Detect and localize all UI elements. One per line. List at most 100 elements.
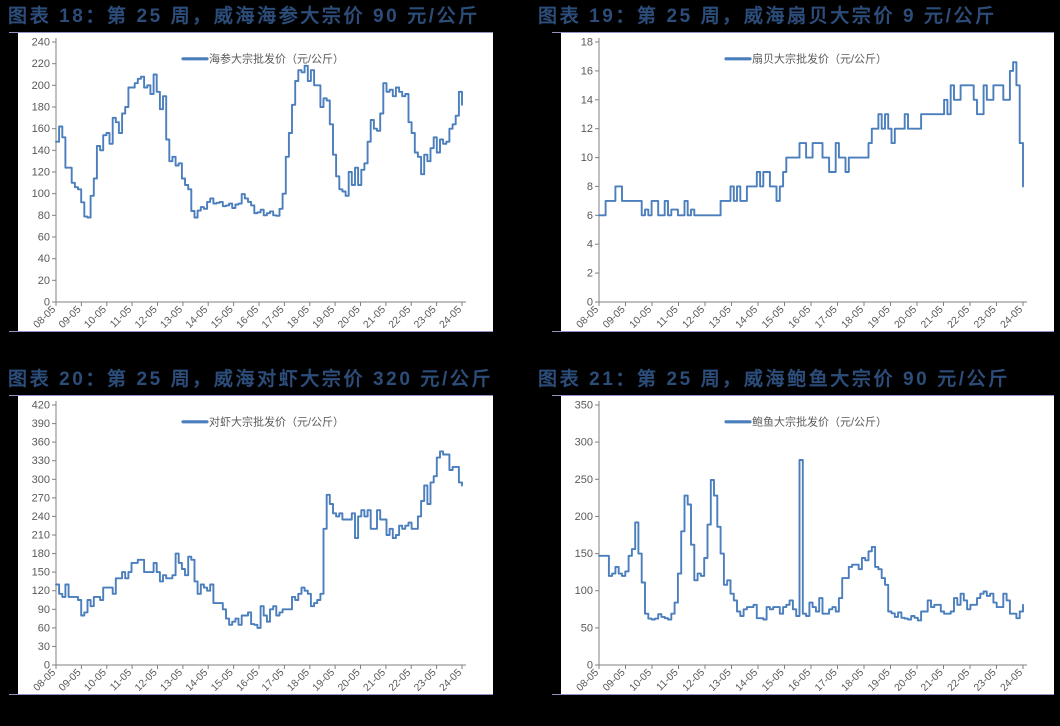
svg-text:6: 6	[587, 210, 593, 222]
svg-text:24-05: 24-05	[999, 304, 1026, 331]
svg-text:19-05: 19-05	[311, 667, 338, 694]
svg-text:240: 240	[32, 37, 50, 49]
svg-text:220: 220	[32, 58, 50, 70]
svg-text:360: 360	[32, 437, 50, 449]
svg-text:14-05: 14-05	[734, 304, 761, 331]
svg-text:23-05: 23-05	[972, 304, 999, 331]
svg-text:22-05: 22-05	[946, 304, 973, 331]
svg-text:11-05: 11-05	[108, 667, 134, 693]
svg-text:22-05: 22-05	[946, 667, 973, 694]
svg-text:扇贝大宗批发价（元/公斤）: 扇贝大宗批发价（元/公斤）	[752, 51, 887, 65]
svg-text:18-05: 18-05	[840, 667, 867, 694]
svg-text:13-05: 13-05	[159, 667, 186, 694]
svg-text:10-05: 10-05	[83, 667, 110, 694]
svg-text:200: 200	[575, 511, 593, 523]
svg-text:17-05: 17-05	[813, 304, 840, 331]
svg-text:300: 300	[575, 437, 593, 449]
svg-text:18-05: 18-05	[286, 304, 313, 331]
svg-text:15-05: 15-05	[209, 304, 236, 331]
svg-text:10-05: 10-05	[628, 667, 655, 694]
svg-text:140: 140	[32, 145, 50, 157]
svg-text:18-05: 18-05	[840, 304, 867, 331]
svg-text:21-05: 21-05	[362, 667, 389, 694]
svg-text:50: 50	[581, 622, 593, 634]
svg-text:300: 300	[32, 474, 50, 486]
svg-text:2: 2	[587, 268, 593, 280]
svg-text:30: 30	[38, 641, 50, 653]
svg-text:180: 180	[32, 548, 50, 560]
svg-text:100: 100	[575, 585, 593, 597]
svg-text:14-05: 14-05	[734, 667, 761, 694]
svg-text:13-05: 13-05	[707, 304, 734, 331]
svg-text:20-05: 20-05	[336, 304, 363, 331]
svg-text:120: 120	[32, 585, 50, 597]
svg-text:150: 150	[32, 567, 50, 579]
svg-text:160: 160	[32, 123, 50, 135]
svg-text:40: 40	[38, 253, 50, 265]
svg-text:09-05: 09-05	[601, 304, 628, 331]
svg-text:09-05: 09-05	[601, 667, 628, 694]
svg-text:16: 16	[581, 65, 593, 77]
svg-text:16-05: 16-05	[787, 667, 814, 694]
svg-text:350: 350	[575, 400, 593, 412]
svg-text:14-05: 14-05	[184, 304, 211, 331]
svg-text:210: 210	[32, 530, 50, 542]
svg-text:60: 60	[38, 622, 50, 634]
svg-text:120: 120	[32, 167, 50, 179]
svg-text:11-05: 11-05	[655, 304, 681, 330]
svg-text:4: 4	[587, 239, 593, 251]
svg-text:150: 150	[575, 548, 593, 560]
svg-text:240: 240	[32, 511, 50, 523]
svg-text:14-05: 14-05	[184, 667, 211, 694]
svg-text:10: 10	[581, 152, 593, 164]
svg-text:20-05: 20-05	[893, 667, 920, 694]
svg-text:鲍鱼大宗批发价（元/公斤）: 鲍鱼大宗批发价（元/公斤）	[752, 414, 887, 428]
svg-text:14: 14	[581, 94, 593, 106]
svg-text:海参大宗批发价（元/公斤）: 海参大宗批发价（元/公斤）	[209, 51, 344, 65]
svg-text:15-05: 15-05	[760, 304, 787, 331]
svg-text:19-05: 19-05	[311, 304, 338, 331]
svg-text:12-05: 12-05	[133, 304, 160, 331]
svg-text:10-05: 10-05	[628, 304, 655, 331]
svg-text:22-05: 22-05	[387, 667, 414, 694]
svg-text:18-05: 18-05	[286, 667, 313, 694]
svg-text:18: 18	[581, 37, 593, 49]
svg-text:80: 80	[38, 210, 50, 222]
svg-text:19-05: 19-05	[866, 304, 893, 331]
svg-text:20: 20	[38, 275, 50, 287]
svg-text:90: 90	[38, 604, 50, 616]
svg-text:420: 420	[32, 400, 50, 412]
svg-text:23-05: 23-05	[412, 667, 439, 694]
svg-text:16-05: 16-05	[235, 304, 262, 331]
svg-text:17-05: 17-05	[260, 304, 287, 331]
svg-text:12-05: 12-05	[133, 667, 160, 694]
svg-text:11-05: 11-05	[108, 304, 134, 330]
svg-text:23-05: 23-05	[412, 304, 439, 331]
svg-text:12-05: 12-05	[681, 667, 708, 694]
svg-text:8: 8	[587, 181, 593, 193]
svg-text:180: 180	[32, 102, 50, 114]
svg-text:对虾大宗批发价（元/公斤）: 对虾大宗批发价（元/公斤）	[209, 414, 344, 428]
svg-text:11-05: 11-05	[655, 667, 681, 693]
svg-text:10-05: 10-05	[83, 304, 110, 331]
svg-text:16-05: 16-05	[787, 304, 814, 331]
svg-text:22-05: 22-05	[387, 304, 414, 331]
svg-text:250: 250	[575, 474, 593, 486]
svg-text:17-05: 17-05	[260, 667, 287, 694]
svg-text:21-05: 21-05	[919, 304, 946, 331]
svg-text:270: 270	[32, 492, 50, 504]
svg-text:24-05: 24-05	[438, 667, 465, 694]
svg-text:15-05: 15-05	[209, 667, 236, 694]
svg-text:09-05: 09-05	[57, 304, 84, 331]
svg-text:12: 12	[581, 123, 593, 135]
svg-text:09-05: 09-05	[57, 667, 84, 694]
svg-text:13-05: 13-05	[707, 667, 734, 694]
svg-text:24-05: 24-05	[999, 667, 1026, 694]
svg-text:13-05: 13-05	[159, 304, 186, 331]
svg-text:21-05: 21-05	[919, 667, 946, 694]
svg-text:24-05: 24-05	[438, 304, 465, 331]
svg-text:330: 330	[32, 455, 50, 467]
svg-text:390: 390	[32, 418, 50, 430]
svg-text:20-05: 20-05	[893, 304, 920, 331]
svg-text:12-05: 12-05	[681, 304, 708, 331]
